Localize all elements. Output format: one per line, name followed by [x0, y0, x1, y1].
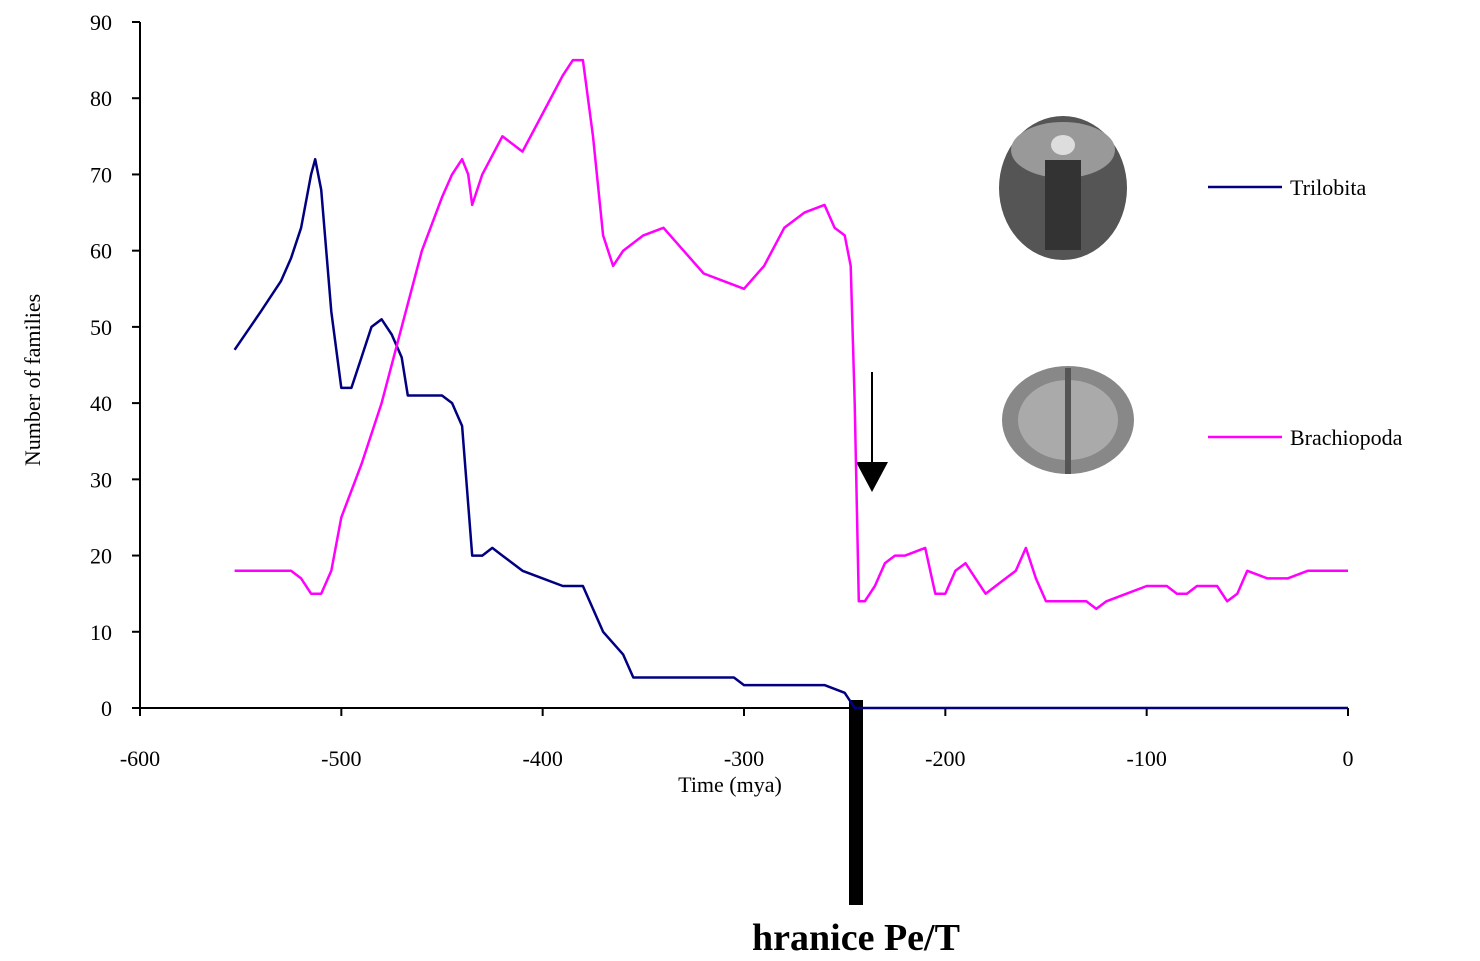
y-axis-label: Number of families	[20, 294, 45, 466]
boundary-bar	[849, 700, 863, 905]
y-tick-label: 60	[90, 239, 112, 264]
y-tick-label: 30	[90, 467, 112, 492]
y-tick-label: 40	[90, 391, 112, 416]
series-line	[233, 157, 1348, 710]
x-tick-label: -400	[523, 746, 563, 771]
y-tick-label: 20	[90, 544, 112, 569]
x-tick-label: -200	[925, 746, 965, 771]
y-tick-label: 10	[90, 620, 112, 645]
series-line	[234, 58, 1348, 611]
y-tick-label: 0	[101, 696, 112, 721]
y-tick-label: 70	[90, 162, 112, 187]
y-tick-label: 90	[90, 10, 112, 35]
y-tick-label: 80	[90, 86, 112, 111]
legend-label: Trilobita	[1290, 175, 1366, 200]
x-tick-label: -100	[1127, 746, 1167, 771]
y-tick-label: 50	[90, 315, 112, 340]
arrow-head	[856, 462, 888, 492]
x-tick-label: -600	[120, 746, 160, 771]
trilobite-icon	[999, 116, 1127, 260]
brachiopod-icon	[1002, 366, 1134, 474]
boundary-label: hranice Pe/T	[752, 917, 960, 956]
x-tick-label: -300	[724, 746, 764, 771]
legend-label: Brachiopoda	[1290, 425, 1403, 450]
x-axis-label: Time (mya)	[678, 772, 782, 797]
x-tick-label: 0	[1343, 746, 1354, 771]
x-tick-label: -500	[321, 746, 361, 771]
